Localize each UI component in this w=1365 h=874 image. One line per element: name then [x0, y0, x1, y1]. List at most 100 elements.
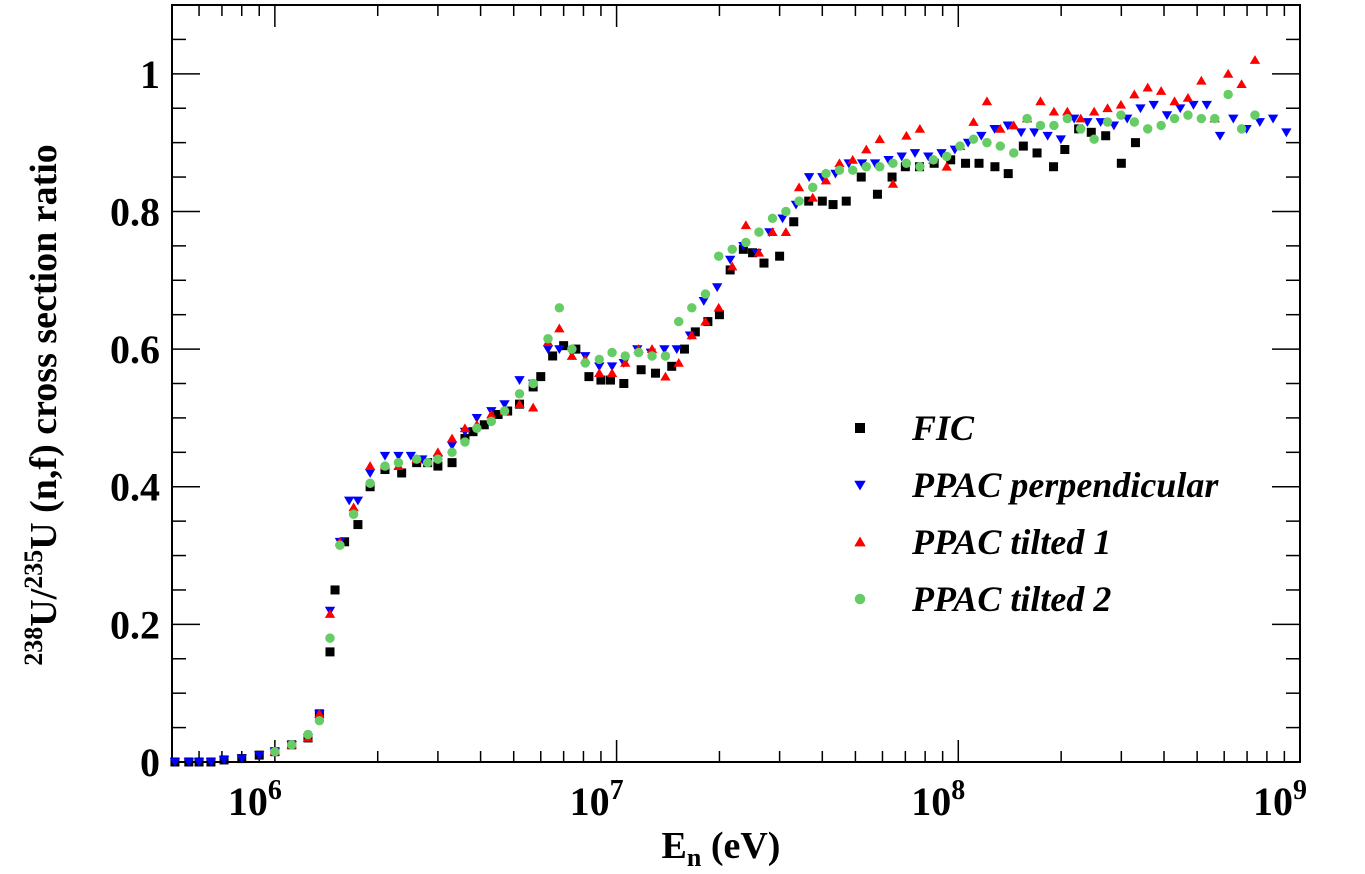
data-point-ppac-tilted-2	[1035, 120, 1046, 131]
x-tick-label: 106	[228, 775, 282, 824]
data-point-fic	[353, 520, 363, 530]
data-point-fic	[636, 365, 646, 375]
y-tick-label: 1	[140, 52, 160, 97]
data-point-ppac-tilted-1	[594, 368, 605, 378]
data-point-ppac-tilted-1	[1075, 113, 1086, 123]
data-point-ppac-tilted-2	[620, 351, 630, 361]
data-point-ppac-tilted-2	[1156, 120, 1166, 131]
legend-label-ppac-tilted-1: PPAC tilted 1	[911, 522, 1111, 562]
data-point-ppac-tilted-1	[968, 117, 979, 126]
y-axis-title-sup2: 235	[19, 550, 48, 589]
data-point-ppac-tilted-1	[1062, 106, 1073, 116]
data-point-ppac-tilted-1	[364, 461, 376, 470]
data-point-ppac-tilted-1	[753, 247, 765, 257]
data-point-ppac-tilted-2	[543, 334, 553, 344]
data-point-fic	[596, 375, 606, 385]
data-point-ppac-tilted-2	[1196, 113, 1207, 124]
data-point-ppac-tilted-1	[527, 402, 539, 412]
data-point-ppac-perpendicular	[1188, 100, 1199, 110]
data-point-fic	[447, 458, 457, 468]
data-point-ppac-tilted-2	[472, 423, 482, 433]
data-point-ppac-tilted-1	[807, 192, 818, 202]
data-point-ppac-tilted-1	[348, 502, 359, 512]
data-point-fic	[325, 647, 335, 657]
data-point-ppac-tilted-2	[888, 158, 898, 169]
data-point-ppac-tilted-1	[606, 368, 618, 378]
legend-marker-ppac-tilted-2	[854, 593, 866, 605]
data-point-fic	[548, 351, 558, 361]
y-tick-label: 0.6	[110, 327, 160, 372]
data-point-ppac-tilted-2	[554, 303, 565, 313]
data-point-ppac-tilted-1	[1249, 55, 1261, 64]
x-axis-title: En (eV)	[662, 825, 781, 869]
data-point-ppac-tilted-1	[314, 708, 325, 718]
data-point-fic	[974, 158, 984, 168]
data-point-ppac-tilted-2	[660, 351, 671, 361]
data-point-ppac-perpendicular	[183, 758, 194, 767]
data-point-ppac-perpendicular	[1148, 100, 1159, 110]
legend-marker-ppac-perpendicular	[854, 480, 866, 491]
data-point-ppac-perpendicular	[989, 124, 1000, 134]
data-point-ppac-perpendicular	[856, 159, 868, 169]
data-point-ppac-tilted-2	[303, 729, 313, 740]
data-point-ppac-perpendicular	[869, 159, 881, 169]
data-point-ppac-perpendicular	[606, 362, 618, 372]
data-point-ppac-tilted-2	[687, 303, 697, 313]
data-point-ppac-tilted-2	[781, 206, 791, 217]
data-point-ppac-tilted-1	[566, 351, 578, 360]
data-point-ppac-perpendicular	[923, 152, 934, 162]
data-point-ppac-tilted-2	[1169, 113, 1180, 124]
x-tick-label-exponent: 7	[610, 775, 624, 806]
data-point-ppac-tilted-2	[1250, 110, 1260, 120]
series-ppac-tilted-1	[269, 55, 1261, 756]
data-point-ppac-tilted-1	[727, 261, 738, 271]
data-point-ppac-tilted-2	[808, 182, 818, 193]
data-point-ppac-tilted-1	[554, 323, 565, 333]
series-fic	[170, 124, 1140, 767]
data-point-ppac-tilted-2	[995, 141, 1005, 151]
data-point-ppac-tilted-2	[422, 457, 433, 468]
data-point-ppac-perpendicular	[777, 214, 788, 224]
data-point-ppac-tilted-1	[820, 175, 832, 185]
data-point-ppac-tilted-2	[1076, 124, 1086, 134]
data-point-ppac-tilted-2	[460, 437, 470, 447]
data-point-ppac-tilted-1	[1008, 120, 1019, 130]
data-point-ppac-tilted-1	[700, 316, 711, 326]
data-point-fic	[872, 189, 882, 199]
data-point-fic	[714, 310, 724, 320]
data-point-ppac-tilted-2	[1116, 110, 1126, 120]
data-point-ppac-tilted-1	[995, 123, 1006, 133]
y-tick-label: 0.8	[110, 189, 160, 234]
data-point-ppac-perpendicular	[1029, 128, 1040, 138]
data-marks	[169, 55, 1292, 767]
data-point-ppac-perpendicular	[379, 451, 391, 461]
data-point-ppac-tilted-1	[941, 161, 952, 171]
data-point-ppac-perpendicular	[803, 173, 815, 182]
data-point-ppac-tilted-1	[847, 154, 858, 164]
data-point-ppac-tilted-1	[673, 357, 684, 367]
data-point-fic	[651, 368, 661, 378]
data-point-ppac-tilted-1	[861, 144, 872, 154]
data-point-ppac-tilted-2	[380, 461, 390, 471]
data-point-ppac-tilted-2	[365, 478, 375, 489]
data-point-ppac-perpendicular	[1228, 114, 1239, 124]
data-point-fic	[479, 420, 489, 430]
data-point-ppac-tilted-1	[1048, 106, 1060, 116]
data-point-ppac-tilted-2	[955, 141, 965, 151]
series-ppac-tilted-2	[270, 89, 1260, 757]
data-point-ppac-tilted-2	[928, 155, 939, 165]
y-axis-title: 238U/235U (n,f) cross section ratio	[19, 144, 65, 666]
data-point-ppac-perpendicular	[499, 400, 510, 410]
data-point-ppac-tilted-2	[901, 158, 912, 169]
data-point-ppac-perpendicular	[1002, 121, 1013, 131]
data-point-fic	[946, 155, 956, 165]
data-point-fic	[1101, 131, 1111, 141]
data-point-ppac-tilted-1	[901, 130, 912, 140]
data-point-ppac-tilted-1	[1169, 96, 1180, 106]
data-point-fic	[856, 172, 866, 182]
legend-label-fic: FIC	[911, 408, 975, 448]
y-tick-label: 0	[140, 740, 160, 785]
data-point-ppac-perpendicular	[976, 131, 987, 141]
data-point-ppac-perpendicular	[471, 414, 483, 423]
